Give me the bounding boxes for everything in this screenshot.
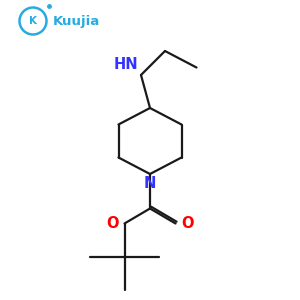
Text: O: O bbox=[106, 216, 119, 231]
Text: Kuujia: Kuujia bbox=[53, 14, 100, 28]
Text: HN: HN bbox=[114, 57, 139, 72]
Text: K: K bbox=[29, 16, 37, 26]
Text: O: O bbox=[181, 216, 194, 231]
Text: N: N bbox=[144, 176, 156, 191]
